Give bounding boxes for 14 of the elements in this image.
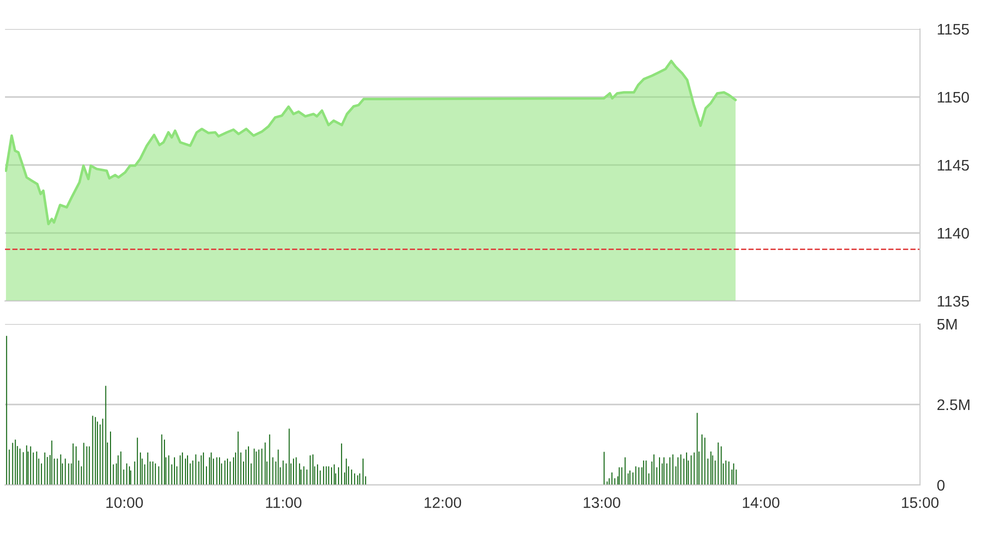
x-tick-label: 10:00 xyxy=(106,497,143,508)
y-tick-label: 1140 xyxy=(938,228,969,239)
x-tick-label: 11:00 xyxy=(266,497,302,508)
y-tick-label: 1155 xyxy=(938,24,969,35)
x-tick-label: 15:00 xyxy=(902,497,939,508)
y-tick-label: 1150 xyxy=(938,92,969,103)
y-tick-label: 5M xyxy=(937,319,957,330)
y-tick-label: 2.5M xyxy=(937,399,970,410)
y-tick-label: 1145 xyxy=(938,160,969,171)
y-tick-label: 1135 xyxy=(938,296,969,307)
x-tick-label: 13:00 xyxy=(584,497,620,508)
x-tick-label: 14:00 xyxy=(742,497,780,508)
y-tick-label: 0 xyxy=(937,480,945,491)
x-tick-label: 12:00 xyxy=(424,497,462,508)
